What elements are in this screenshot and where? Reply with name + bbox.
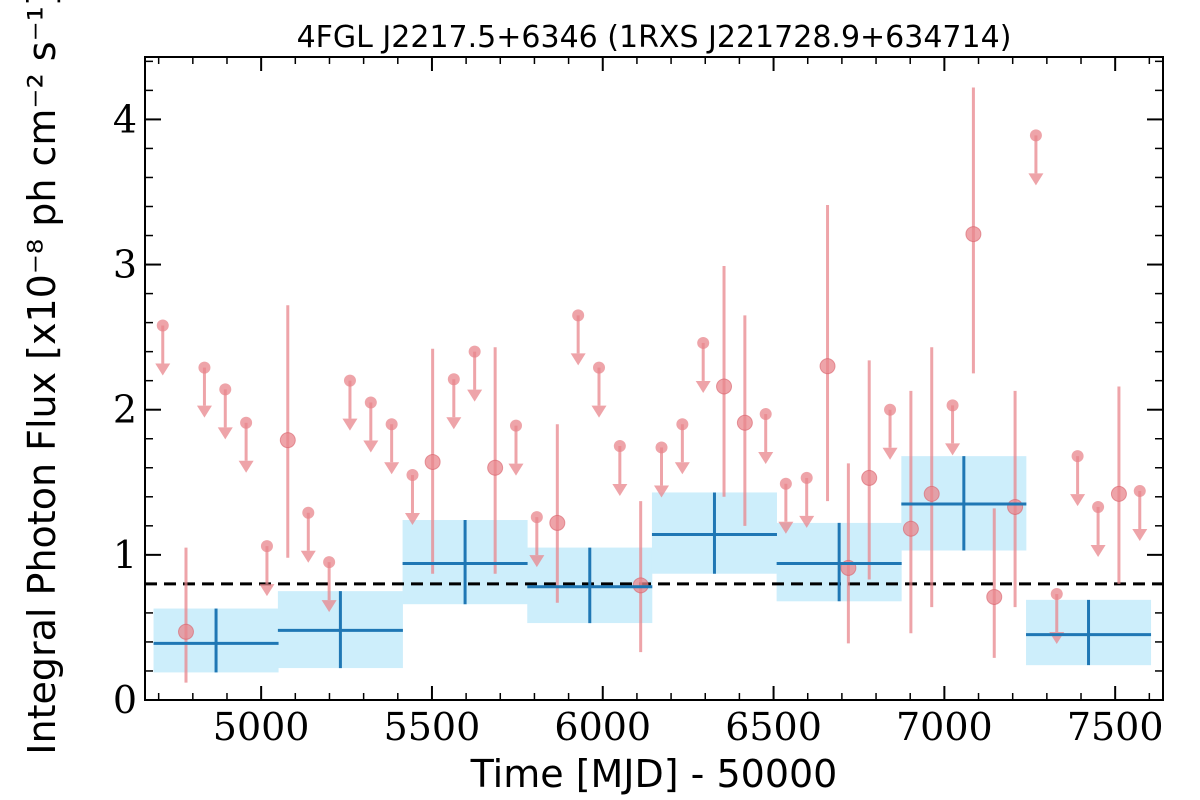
- chart-title: 4FGL J2217.5+6346 (1RXS J221728.9+634714…: [297, 20, 1012, 55]
- upper-limit-point: [759, 408, 772, 421]
- upper-limit-point: [364, 396, 377, 409]
- upper-limit-arrow-head: [1132, 528, 1148, 541]
- upper-limit-arrow-head: [570, 353, 586, 366]
- detection-point: [965, 226, 982, 243]
- upper-limit-arrow-head: [945, 443, 961, 456]
- upper-limit-point: [530, 511, 543, 524]
- plot-area: 5000 5500 6000 6500 7000 7500 0 1 2 3 4: [113, 56, 1164, 749]
- x-tick-label: 6500: [725, 705, 822, 749]
- upper-limit-point: [260, 540, 273, 553]
- upper-limit-point: [302, 506, 315, 519]
- detection-point: [861, 469, 878, 486]
- upper-limit-arrow-head: [384, 462, 400, 475]
- upper-limit-point: [676, 418, 689, 431]
- x-tick-label: 5500: [384, 705, 481, 749]
- upper-limit-arrow-head: [529, 555, 545, 568]
- detection-point: [819, 358, 836, 375]
- detection-point: [487, 459, 504, 476]
- upper-limit-point: [697, 336, 710, 349]
- upper-limit-arrow-head: [778, 521, 794, 534]
- upper-limit-point: [447, 373, 460, 386]
- y-axis-label: Integral Photon Flux [x10⁻⁸ ph cm⁻² s⁻¹]: [20, 0, 64, 755]
- upper-limit-point: [593, 361, 606, 374]
- upper-limit-point: [800, 471, 813, 484]
- detection-point: [177, 623, 194, 640]
- upper-limit-arrow-head: [196, 405, 212, 418]
- upper-limit-point: [219, 383, 232, 396]
- plot-frame: [144, 56, 1164, 701]
- upper-limit-point: [655, 441, 668, 454]
- y-tick-label: 1: [113, 533, 137, 577]
- x-tick-label: 7000: [896, 705, 993, 749]
- detection-point: [1007, 498, 1024, 515]
- upper-limit-point: [323, 556, 336, 569]
- upper-limit-point: [240, 416, 253, 429]
- detection-point: [424, 453, 441, 470]
- upper-limit-arrow-head: [799, 515, 815, 528]
- upper-limit-point: [946, 399, 959, 412]
- x-tick-label: 5000: [213, 705, 310, 749]
- upper-limit-arrow-head: [1090, 544, 1106, 557]
- upper-limit-point: [385, 418, 398, 431]
- upper-limit-point: [198, 361, 211, 374]
- upper-limit-arrow-head: [591, 405, 607, 418]
- x-tick-label: 6000: [554, 705, 651, 749]
- detection-point: [923, 485, 940, 502]
- upper-limit-arrow-head: [674, 462, 690, 475]
- upper-limit-arrow-head: [508, 463, 524, 476]
- upper-limit-arrow-head: [155, 363, 171, 376]
- upper-limit-point: [406, 469, 419, 482]
- x-tick-label: 7500: [1067, 705, 1164, 749]
- y-tick-label: 2: [113, 388, 137, 432]
- upper-limit-arrow-head: [446, 417, 462, 430]
- y-tick-label: 3: [113, 243, 137, 287]
- detection-point: [1110, 485, 1127, 502]
- upper-limit-arrow-head: [654, 485, 670, 498]
- upper-limit-point: [1050, 588, 1063, 601]
- upper-limit-point: [779, 477, 792, 490]
- upper-limit-arrow-head: [259, 584, 275, 597]
- upper-limit-point: [572, 309, 585, 322]
- upper-limit-arrow-head: [695, 380, 711, 393]
- upper-limit-arrow-head: [217, 427, 233, 440]
- upper-limit-point: [343, 374, 356, 387]
- upper-limit-arrow-head: [321, 600, 337, 613]
- upper-limit-point: [884, 403, 897, 416]
- detection-point: [736, 414, 753, 431]
- detection-point: [279, 432, 296, 449]
- upper-limit-point: [1133, 484, 1146, 497]
- upper-limit-point: [1071, 450, 1084, 463]
- upper-limit-point: [1029, 129, 1042, 142]
- upper-limit-arrow-head: [612, 483, 628, 496]
- upper-limit-arrow-head: [300, 550, 316, 563]
- upper-limit-arrow-head: [238, 460, 254, 473]
- upper-limit-arrow-head: [342, 418, 358, 431]
- y-tick-label: 4: [113, 97, 137, 141]
- upper-limit-point: [509, 419, 522, 432]
- y-tick-label: 0: [113, 678, 137, 722]
- upper-limit-point: [468, 345, 481, 358]
- detection-point: [902, 520, 919, 537]
- upper-limit-arrow-head: [1028, 173, 1044, 186]
- upper-limit-point: [613, 439, 626, 452]
- detection-point: [716, 378, 733, 395]
- detection-point: [549, 514, 566, 531]
- upper-limit-arrow-head: [882, 447, 898, 460]
- upper-limit-arrow-head: [1070, 494, 1086, 507]
- x-axis-label: Time [MJD] - 50000: [470, 752, 838, 796]
- upper-limit-arrow-head: [363, 440, 379, 453]
- detection-point: [986, 588, 1003, 605]
- upper-limit-point: [1092, 500, 1105, 513]
- upper-limit-point: [156, 319, 169, 332]
- upper-limit-arrow-head: [467, 389, 483, 402]
- upper-limit-arrow-head: [404, 513, 420, 526]
- upper-limit-arrow-head: [758, 452, 774, 465]
